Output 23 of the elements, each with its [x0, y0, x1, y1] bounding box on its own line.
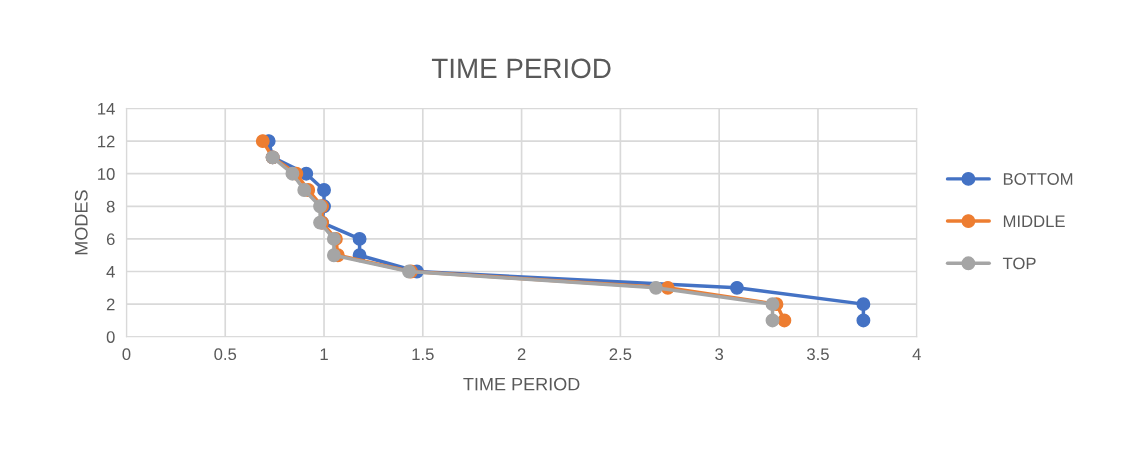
x-tick-label: 4	[912, 348, 921, 360]
y-axis-title: MODES	[74, 190, 88, 255]
chart-title: TIME PERIOD	[431, 58, 611, 79]
x-tick-label: 3.5	[807, 348, 829, 361]
y-tick-label: 8	[106, 200, 115, 213]
legend-label: BOTTOM	[1003, 173, 1073, 185]
x-tick-label: 2	[517, 348, 526, 360]
y-tick-label: 12	[98, 135, 115, 148]
legend-label: MIDDLE	[1003, 215, 1065, 227]
x-tick-label: 1	[320, 348, 328, 360]
x-tick-label: 0.5	[214, 348, 237, 361]
x-tick-label: 0	[122, 348, 131, 361]
x-axis-title: TIME PERIOD	[463, 377, 580, 391]
x-tick-label: 3	[715, 348, 724, 361]
y-tick-label: 0	[106, 331, 115, 343]
y-tick-label: 10	[98, 168, 115, 180]
y-tick-label: 4	[106, 266, 115, 278]
x-tick-label: 2.5	[609, 348, 632, 361]
y-tick-label: 6	[106, 233, 115, 246]
x-tick-label: 1.5	[412, 348, 434, 361]
y-tick-label: 14	[98, 103, 115, 115]
legend-label: TOP	[1002, 257, 1036, 270]
y-tick-label: 2	[106, 298, 115, 311]
